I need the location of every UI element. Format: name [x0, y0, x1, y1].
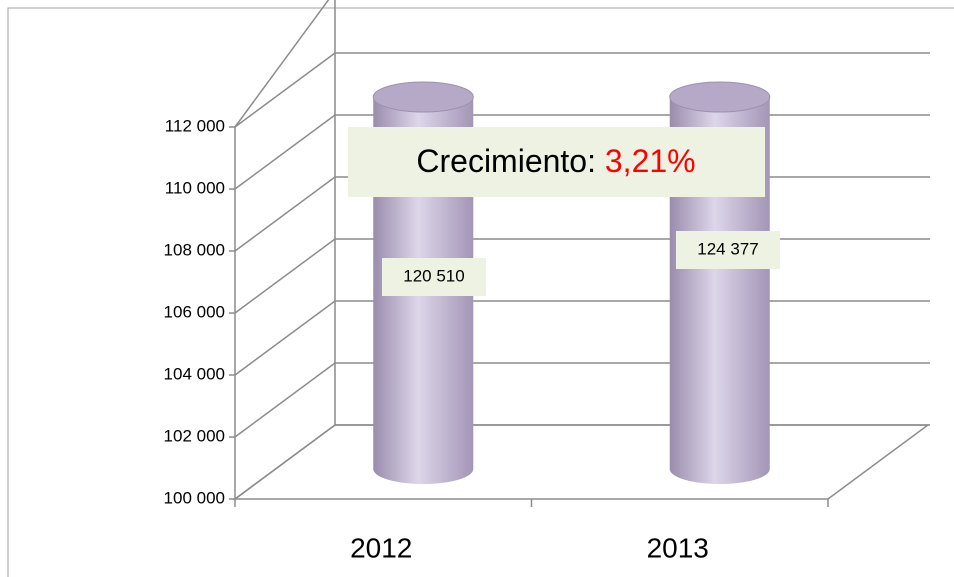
x-tick-label: 2012 [350, 532, 412, 563]
data-label: 120 510 [403, 266, 464, 285]
y-tick-label: 102 000 [164, 426, 225, 445]
cylinder-top [669, 81, 771, 113]
annotation-highlight: 3,21% [605, 143, 696, 179]
cylinder-bottom [669, 454, 770, 484]
grid-line [234, 52, 930, 128]
y-tick-label: 110 000 [165, 178, 225, 197]
annotation-text: Crecimiento: [416, 143, 596, 179]
annotation: Crecimiento: 3,21% [416, 143, 695, 179]
y-tick-label: 106 000 [164, 302, 225, 321]
y-tick-label: 112 000 [165, 116, 225, 135]
cylinder-bottom [373, 454, 474, 484]
y-tick-label: 108 000 [164, 240, 225, 259]
x-tick-label: 2013 [647, 532, 709, 563]
left-wall-edge [234, 0, 330, 128]
data-label: 124 377 [697, 239, 758, 258]
y-tick-label: 100 000 [164, 488, 225, 507]
data-label-box [676, 231, 780, 269]
y-tick-label: 104 000 [164, 364, 225, 383]
annotation-box [348, 127, 765, 197]
cylinder-top [372, 81, 474, 113]
data-label-box [382, 258, 486, 296]
